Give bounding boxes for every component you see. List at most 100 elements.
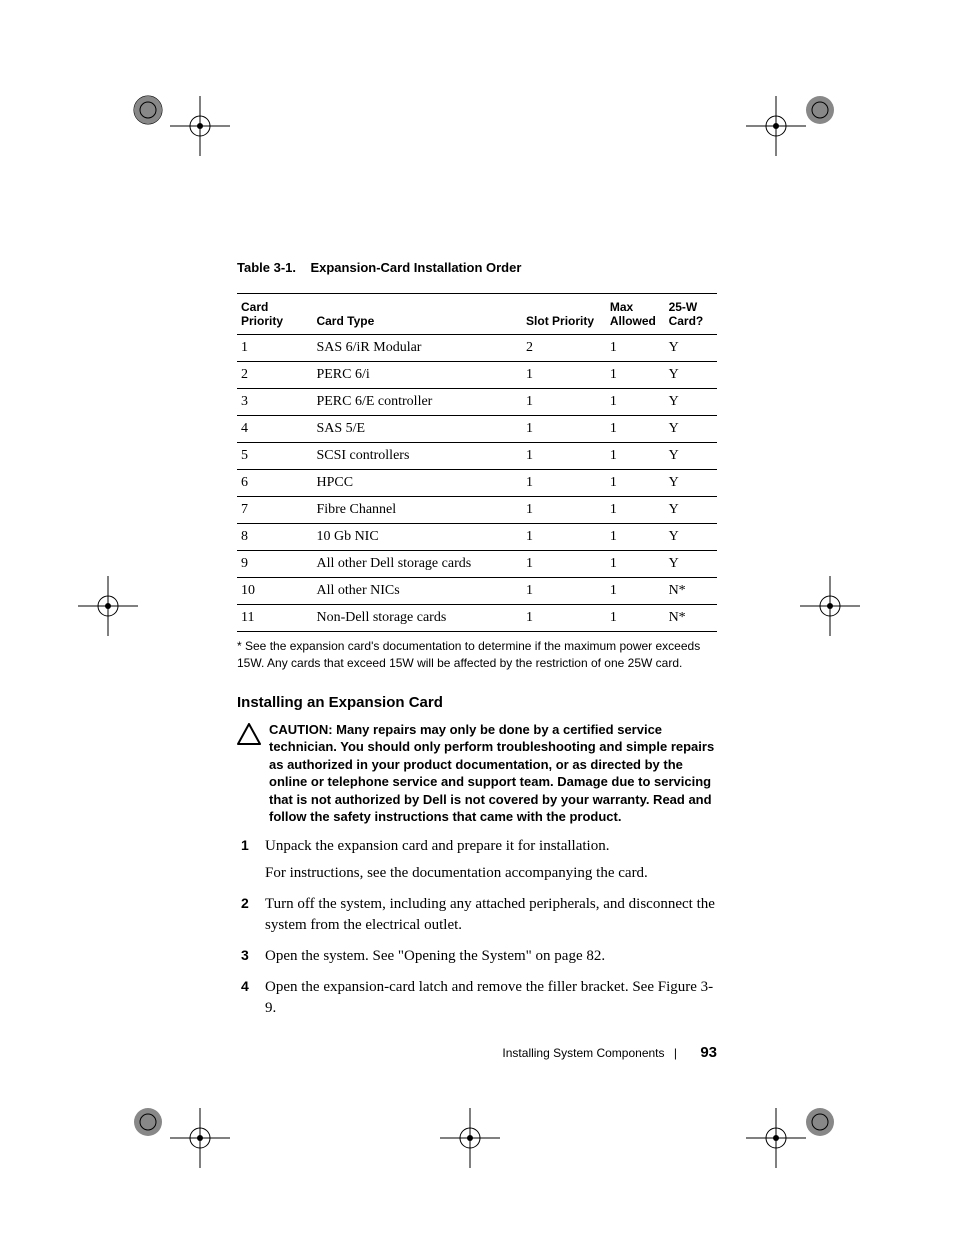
table-cell: 4 <box>237 416 312 443</box>
th-max-allowed: Max Allowed <box>606 294 665 335</box>
page: Table 3-1. Expansion-Card Installation O… <box>0 0 954 1235</box>
crop-mark-icon <box>800 576 880 656</box>
table-cell: 1 <box>606 335 665 362</box>
table-cell: SCSI controllers <box>312 443 522 470</box>
table-cell: 1 <box>606 497 665 524</box>
table-row: 5SCSI controllers11Y <box>237 443 717 470</box>
th-slot-priority: Slot Priority <box>522 294 606 335</box>
table-cell: PERC 6/E controller <box>312 389 522 416</box>
step-text: Open the expansion-card latch and remove… <box>265 977 717 1019</box>
table-cell: 1 <box>606 605 665 632</box>
table-cell: 3 <box>237 389 312 416</box>
table-row: 3PERC 6/E controller11Y <box>237 389 717 416</box>
table-cell: 10 <box>237 578 312 605</box>
table-header-row: Card Priority Card Type Slot Priority Ma… <box>237 294 717 335</box>
step-item: Open the system. See "Opening the System… <box>237 946 717 967</box>
table-cell: 1 <box>522 416 606 443</box>
table-cell: 1 <box>522 497 606 524</box>
table-cell: PERC 6/i <box>312 362 522 389</box>
table-cell: 6 <box>237 470 312 497</box>
caution-label: CAUTION: <box>269 722 333 737</box>
table-cell: 9 <box>237 551 312 578</box>
table-caption: Table 3-1. Expansion-Card Installation O… <box>237 260 717 275</box>
table-cell: 2 <box>237 362 312 389</box>
steps-list: Unpack the expansion card and prepare it… <box>237 836 717 1019</box>
table-cell: All other Dell storage cards <box>312 551 522 578</box>
expansion-card-table: Card Priority Card Type Slot Priority Ma… <box>237 293 717 632</box>
table-cell: Fibre Channel <box>312 497 522 524</box>
step-item: Turn off the system, including any attac… <box>237 894 717 936</box>
table-cell: 1 <box>237 335 312 362</box>
table-cell: SAS 5/E <box>312 416 522 443</box>
table-caption-prefix: Table 3-1. <box>237 260 296 275</box>
table-cell: Non-Dell storage cards <box>312 605 522 632</box>
section-heading: Installing an Expansion Card <box>237 694 717 711</box>
table-cell: 10 Gb NIC <box>312 524 522 551</box>
table-cell: 7 <box>237 497 312 524</box>
caution-text: CAUTION: Many repairs may only be done b… <box>269 721 717 826</box>
th-card-type: Card Type <box>312 294 522 335</box>
table-cell: 1 <box>522 524 606 551</box>
table-cell: 1 <box>606 524 665 551</box>
table-cell: 1 <box>606 416 665 443</box>
table-cell: 1 <box>522 578 606 605</box>
table-cell: Y <box>665 416 717 443</box>
table-row: 810 Gb NIC11Y <box>237 524 717 551</box>
step-item: Unpack the expansion card and prepare it… <box>237 836 717 884</box>
table-cell: Y <box>665 443 717 470</box>
table-row: 9All other Dell storage cards11Y <box>237 551 717 578</box>
table-row: 1SAS 6/iR Modular21Y <box>237 335 717 362</box>
table-cell: 1 <box>522 605 606 632</box>
page-footer: Installing System Components | 93 <box>237 1044 717 1061</box>
table-cell: 1 <box>606 578 665 605</box>
table-cell: Y <box>665 389 717 416</box>
table-cell: 1 <box>606 362 665 389</box>
table-cell: Y <box>665 497 717 524</box>
caution-block: CAUTION: Many repairs may only be done b… <box>237 721 717 826</box>
table-row: 7Fibre Channel11Y <box>237 497 717 524</box>
crop-mark-icon <box>78 576 158 656</box>
table-cell: 1 <box>522 389 606 416</box>
table-cell: Y <box>665 551 717 578</box>
table-cell: 1 <box>522 362 606 389</box>
crop-mark-icon <box>800 90 880 170</box>
step-text: Turn off the system, including any attac… <box>265 894 717 936</box>
th-card-priority: Card Priority <box>237 294 312 335</box>
table-cell: 1 <box>522 551 606 578</box>
step-item: Open the expansion-card latch and remove… <box>237 977 717 1019</box>
footer-chapter: Installing System Components <box>502 1046 664 1060</box>
table-cell: HPCC <box>312 470 522 497</box>
table-cell: 1 <box>606 470 665 497</box>
table-row: 6HPCC11Y <box>237 470 717 497</box>
crop-mark-icon <box>800 1102 880 1182</box>
table-cell: 1 <box>522 470 606 497</box>
table-footnote: * See the expansion card's documentation… <box>237 638 717 672</box>
table-cell: 1 <box>606 551 665 578</box>
footer-page-number: 93 <box>700 1044 717 1061</box>
table-row: 11Non-Dell storage cards11N* <box>237 605 717 632</box>
table-cell: 11 <box>237 605 312 632</box>
crop-mark-icon <box>440 1108 520 1188</box>
caution-body: Many repairs may only be done by a certi… <box>269 722 714 825</box>
table-cell: 1 <box>522 443 606 470</box>
table-cell: All other NICs <box>312 578 522 605</box>
step-subtext: For instructions, see the documentation … <box>265 863 717 884</box>
table-cell: SAS 6/iR Modular <box>312 335 522 362</box>
table-cell: Y <box>665 335 717 362</box>
table-row: 4SAS 5/E11Y <box>237 416 717 443</box>
table-cell: 1 <box>606 389 665 416</box>
table-cell: Y <box>665 470 717 497</box>
table-cell: 8 <box>237 524 312 551</box>
table-cell: 2 <box>522 335 606 362</box>
content-area: Table 3-1. Expansion-Card Installation O… <box>237 260 717 1029</box>
table-cell: 5 <box>237 443 312 470</box>
table-cell: Y <box>665 524 717 551</box>
table-row: 10All other NICs11N* <box>237 578 717 605</box>
crop-mark-icon <box>170 96 250 176</box>
footer-separator: | <box>674 1046 677 1060</box>
table-cell: Y <box>665 362 717 389</box>
table-cell: 1 <box>606 443 665 470</box>
table-cell: N* <box>665 578 717 605</box>
caution-icon <box>237 723 261 750</box>
table-caption-title: Expansion-Card Installation Order <box>310 260 521 275</box>
